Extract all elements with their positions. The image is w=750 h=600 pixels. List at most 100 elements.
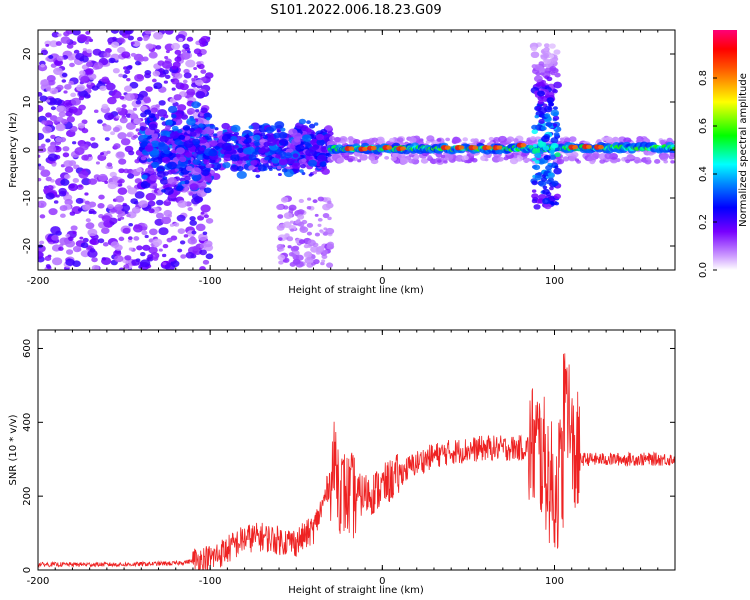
spectrogram-cell: [396, 137, 404, 143]
spectrogram-cell: [49, 40, 59, 48]
spectrogram-cell: [531, 193, 539, 199]
spectrogram-cell: [549, 66, 557, 72]
spectrogram-cell: [90, 136, 96, 142]
spectrogram-cell: [148, 246, 158, 254]
spectrogram-cell: [670, 160, 675, 164]
spectrogram-cell: [542, 197, 551, 205]
spectrogram-cell: [187, 237, 198, 245]
spectrogram-cell: [248, 165, 255, 171]
spectrogram-cell: [70, 97, 82, 106]
spectrogram-cell: [199, 42, 206, 47]
spectrogram-cell: [312, 170, 317, 175]
snr-xtick-label: 0: [379, 576, 385, 587]
spectrogram-cell: [242, 156, 249, 162]
spectrogram-cell: [546, 76, 553, 82]
spectrogram-cell: [298, 239, 306, 245]
spectrogram-cell: [105, 48, 112, 54]
spectrogram-cell: [88, 210, 93, 215]
spectrogram-cell: [562, 156, 570, 162]
spectrogram-cell: [292, 167, 300, 174]
spectrogram-cell: [88, 178, 97, 185]
spectrogram-cell: [57, 33, 62, 37]
spectrogram-cell: [292, 245, 300, 252]
spectrogram-cell: [106, 150, 111, 154]
spectrogram-cell: [80, 242, 89, 249]
spectrogram-cell: [185, 152, 193, 158]
spectrogram-cell: [130, 41, 135, 45]
spectrogram-cell: [66, 116, 76, 123]
snr-frame: [37, 329, 676, 571]
spectrogram-ytick-label: 10: [22, 96, 33, 109]
spectrogram-cell: [194, 127, 203, 134]
spectrogram-cell: [221, 142, 232, 151]
spectrogram-cell: [47, 145, 57, 153]
spectrogram-cell: [144, 30, 152, 35]
spectrogram-cell: [98, 194, 105, 200]
spectrogram-cell: [76, 84, 86, 92]
spectrogram-cell: [129, 113, 138, 120]
spectrogram-cell: [533, 204, 541, 210]
spectrogram-cell: [370, 145, 377, 151]
spectrogram-cell: [51, 234, 59, 241]
spectrogram-cell: [176, 147, 185, 155]
spectrogram-cell: [158, 227, 169, 236]
spectrogram-cell: [144, 144, 154, 152]
spectrogram-cell: [290, 228, 295, 232]
spectrogram-cell: [452, 136, 461, 144]
spectrogram-cell: [49, 87, 59, 95]
spectrogram-cell: [659, 139, 666, 145]
spectrogram-cell: [277, 172, 282, 177]
spectrogram-cell: [559, 137, 565, 141]
spectrogram-cell: [87, 249, 98, 258]
spectrogram-cell: [84, 192, 89, 196]
spectrogram-cell: [316, 139, 325, 146]
spectrogram-cell: [542, 185, 548, 190]
spectrogram-cell: [123, 264, 130, 269]
spectrogram-cell: [58, 111, 67, 118]
spectrogram-cell: [127, 239, 133, 243]
spectrogram-cell: [223, 153, 233, 162]
spectrogram-cell: [245, 143, 251, 148]
spectrogram-cell: [45, 112, 52, 118]
spectrogram-cell: [68, 183, 79, 192]
spectrogram-cell: [97, 119, 103, 124]
spectrogram-cell: [544, 113, 551, 118]
spectrogram-cell: [503, 156, 509, 161]
spectrogram-cell: [549, 154, 557, 160]
spectrogram-cell: [62, 152, 70, 158]
spectrogram-cell: [542, 145, 550, 151]
spectrogram-cell: [205, 72, 214, 79]
spectrogram-cell: [543, 58, 551, 65]
spectrogram-cell: [371, 137, 379, 143]
spectrogram-cell: [124, 255, 132, 261]
spectrogram-cell: [153, 82, 163, 90]
spectrogram-cell: [134, 158, 141, 164]
spectrogram-cell: [327, 200, 332, 204]
spectrogram-cell: [124, 69, 131, 75]
spectrogram-cell: [162, 156, 171, 164]
spectrogram-cell: [552, 106, 558, 111]
spectrogram-cell: [288, 204, 297, 211]
spectrogram-cell: [66, 43, 74, 49]
spectrogram-cell: [163, 114, 169, 119]
spectrogram-cell: [157, 60, 165, 66]
spectrogram-cell: [161, 253, 167, 258]
spectrogram-cell: [192, 159, 201, 165]
spectrogram-cell: [541, 135, 550, 143]
spectrogram-cell: [550, 142, 559, 149]
spectrogram-cell: [666, 137, 673, 143]
spectrogram-cell: [131, 206, 141, 214]
spectrogram-cell: [46, 97, 58, 106]
spectrogram-cell: [543, 154, 551, 161]
spectrogram-cell: [125, 122, 136, 130]
spectrogram-cell: [547, 172, 553, 177]
spectrogram-cell: [100, 152, 105, 156]
spectrogram-cell: [77, 34, 88, 42]
spectrogram-cell: [155, 104, 161, 108]
spectrogram-cell: [46, 75, 56, 82]
spectrogram-cell: [171, 65, 177, 70]
spectrogram-cell: [50, 134, 56, 140]
spectrogram-cell: [531, 124, 538, 130]
spectrogram-cell: [550, 137, 559, 144]
spectrogram-cell: [150, 30, 156, 33]
